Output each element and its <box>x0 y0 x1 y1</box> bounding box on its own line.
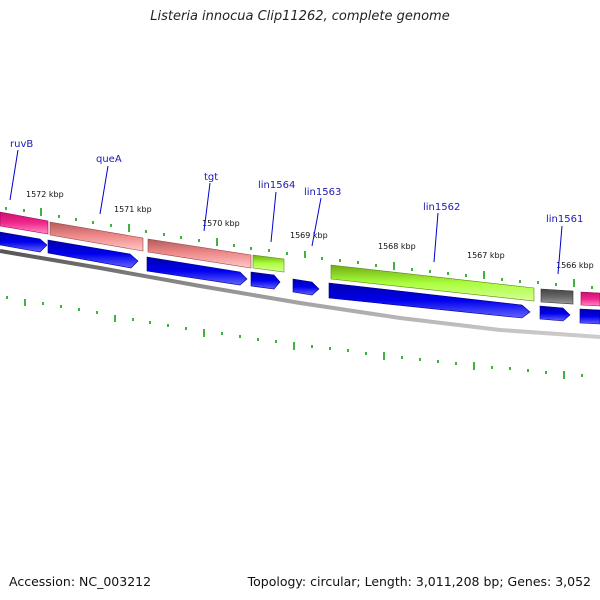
cds-arrow[interactable] <box>47 239 139 269</box>
inner-tick-marks <box>6 296 583 379</box>
cds-arrow[interactable] <box>539 305 571 322</box>
gene-bar-lin1561[interactable] <box>540 288 574 305</box>
gene-labels: ruvB queA tgt lin1564 lin1563 lin1562 li… <box>10 139 583 225</box>
gene-bar-edge[interactable] <box>580 291 600 307</box>
label-leader-lines <box>9 149 563 275</box>
genome-backbone <box>0 249 600 339</box>
gene-label-lin1563[interactable]: lin1563 <box>304 187 341 198</box>
kbp-label: 1566 kbp <box>556 261 594 270</box>
genome-summary: Topology: circular; Length: 3,011,208 bp… <box>247 574 591 589</box>
gene-bar-lin1564[interactable] <box>252 254 285 273</box>
cds-arrow[interactable] <box>250 271 281 290</box>
kbp-label: 1569 kbp <box>290 231 328 240</box>
gene-label-queA[interactable]: queA <box>96 154 122 165</box>
kbp-label: 1568 kbp <box>378 242 416 251</box>
kbp-label: 1570 kbp <box>202 219 240 228</box>
cds-arrow[interactable] <box>579 308 600 325</box>
gene-label-lin1562[interactable]: lin1562 <box>423 202 460 213</box>
gene-label-tgt[interactable]: tgt <box>204 172 218 183</box>
cds-track <box>0 231 600 325</box>
kbp-scale-labels: 1572 kbp 1571 kbp 1570 kbp 1569 kbp 1568… <box>26 190 594 270</box>
map-title: Listeria innocua Clip11262, complete gen… <box>150 9 450 24</box>
outer-tick-marks <box>5 207 593 289</box>
cds-arrow[interactable] <box>146 256 248 286</box>
kbp-label: 1571 kbp <box>114 205 152 214</box>
gene-label-lin1564[interactable]: lin1564 <box>258 180 295 191</box>
gene-bar-queA[interactable] <box>49 221 144 252</box>
kbp-label: 1567 kbp <box>467 251 505 260</box>
feature-track <box>0 211 600 307</box>
gene-bar-tgt[interactable] <box>147 238 252 269</box>
gene-label-ruvB[interactable]: ruvB <box>10 139 33 150</box>
gene-label-lin1561[interactable]: lin1561 <box>546 214 583 225</box>
gene-bar-ruvB[interactable] <box>0 211 49 235</box>
accession-label: Accession: NC_003212 <box>9 574 152 589</box>
kbp-label: 1572 kbp <box>26 190 64 199</box>
cds-arrow[interactable] <box>292 278 320 296</box>
cds-arrow[interactable] <box>328 282 531 319</box>
gene-bar-lin1562[interactable] <box>330 264 535 302</box>
cds-arrow[interactable] <box>0 231 48 253</box>
